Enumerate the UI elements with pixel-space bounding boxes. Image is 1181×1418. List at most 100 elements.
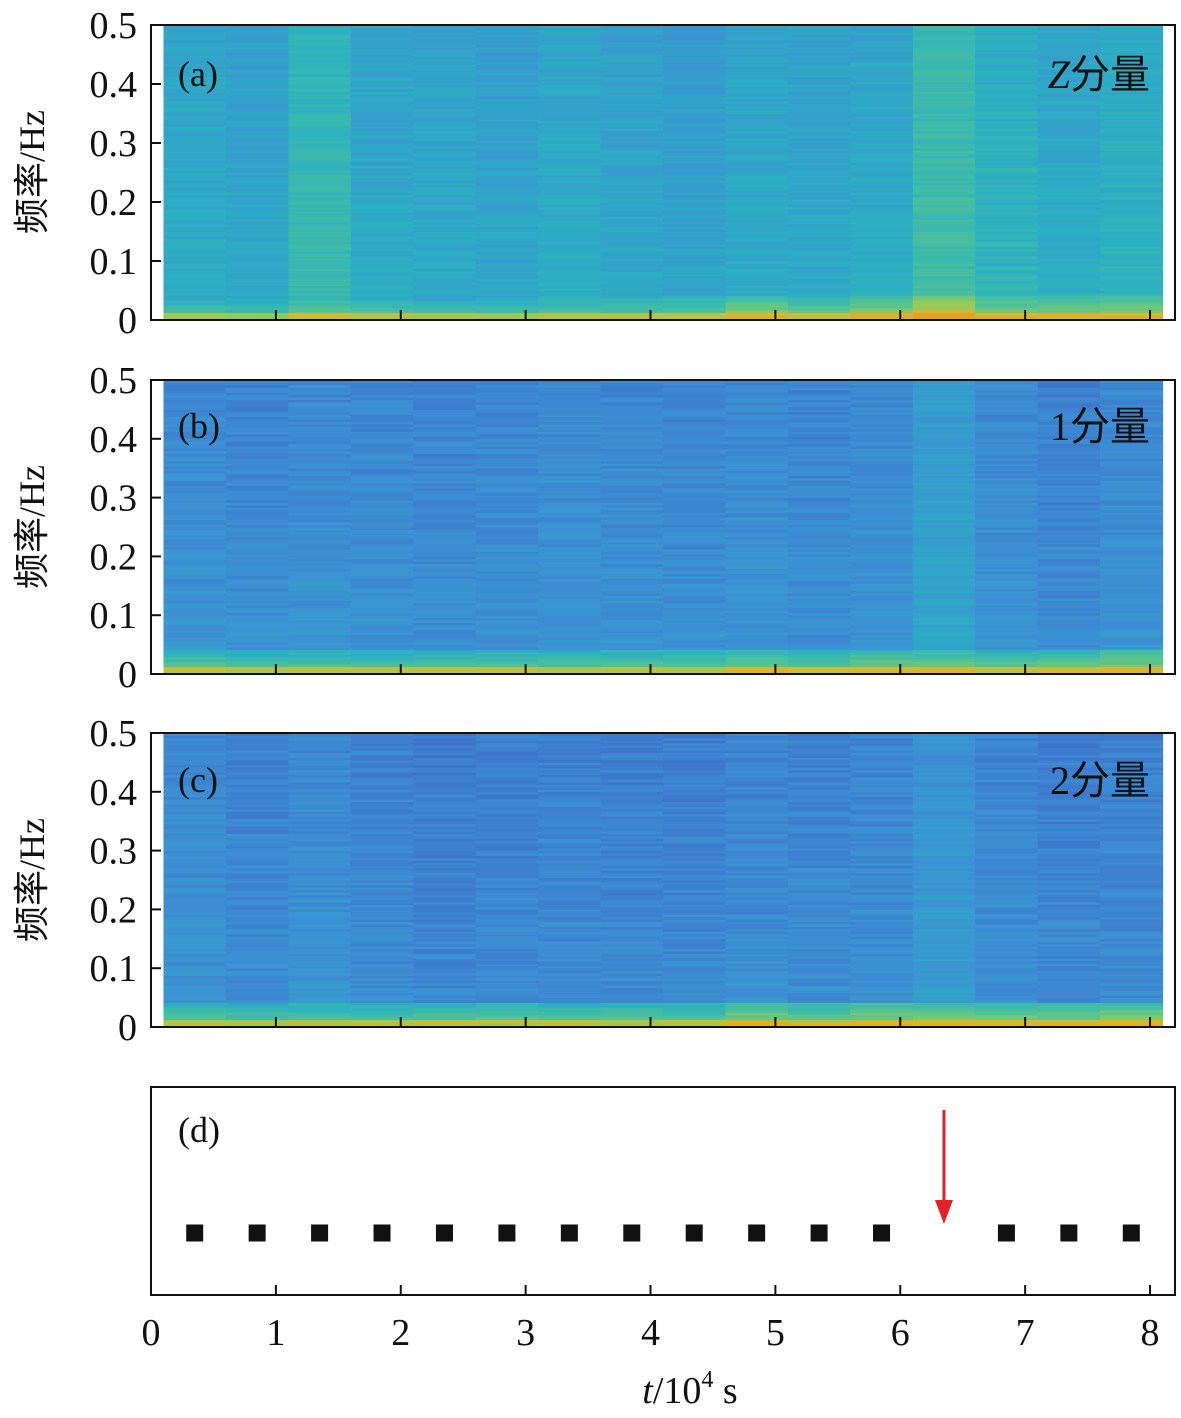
spectrogram-cell xyxy=(787,243,851,247)
spectrogram-cell xyxy=(225,605,289,609)
spectrogram-cell xyxy=(475,157,539,161)
spectrogram-cell xyxy=(663,384,727,388)
spectrogram-cell xyxy=(600,845,664,849)
spectrogram-cell xyxy=(350,519,414,523)
spectrogram-cell xyxy=(663,182,727,186)
spectrogram-cell xyxy=(288,870,352,874)
spectrogram-cell xyxy=(350,399,414,403)
spectrogram-cell xyxy=(850,76,914,80)
spectrogram-cell xyxy=(163,649,227,653)
spectrogram-cell xyxy=(538,25,602,28)
spectrogram-cell xyxy=(787,199,851,203)
spectrogram-cell xyxy=(538,421,602,425)
spectrogram-cell xyxy=(975,307,1039,311)
spectrogram-cell xyxy=(225,172,289,176)
spectrogram-cell xyxy=(163,475,227,479)
spectrogram-cell xyxy=(538,612,602,616)
spectrogram-cell xyxy=(225,880,289,883)
spectrogram-cell xyxy=(350,29,414,33)
spectrogram-cell xyxy=(225,273,289,277)
spectrogram-cell xyxy=(663,490,727,494)
spectrogram-cell xyxy=(413,69,477,73)
spectrogram-cell xyxy=(538,801,602,805)
spectrogram-cell xyxy=(1037,177,1101,181)
spectrogram-cell xyxy=(538,576,602,579)
spectrogram-cell xyxy=(163,524,227,528)
spectrogram-cell xyxy=(475,860,539,864)
spectrogram-cell xyxy=(663,882,727,886)
spectrogram-cell xyxy=(475,268,539,272)
spectrogram-cell xyxy=(225,757,289,761)
spectrogram-cell xyxy=(225,130,289,134)
spectrogram-cell xyxy=(787,44,851,48)
spectrogram-cell xyxy=(975,76,1039,80)
spectrogram-cell xyxy=(225,519,289,523)
spectrogram-cell xyxy=(163,305,227,309)
spectrogram-cell xyxy=(225,52,289,55)
spectrogram-cell xyxy=(350,130,414,134)
spectrogram-cell xyxy=(225,1024,289,1027)
spectrogram-cell xyxy=(663,426,727,430)
spectrogram-cell xyxy=(850,93,914,97)
spectrogram-cell xyxy=(912,118,976,122)
spectrogram-cell xyxy=(1037,226,1101,230)
spectrogram-cell xyxy=(850,66,914,70)
spectrogram-cell xyxy=(163,86,227,90)
spectrogram-cell xyxy=(975,29,1039,33)
spectrogram-cell xyxy=(725,580,789,584)
spectrogram-cell xyxy=(787,394,851,398)
spectrogram-cell xyxy=(1037,394,1101,398)
spectrogram-cell xyxy=(413,71,477,75)
spectrogram-cell xyxy=(225,747,289,751)
spectrogram-cell xyxy=(1037,199,1101,203)
spectrogram-cell xyxy=(225,786,289,790)
spectrogram-cell xyxy=(725,497,789,501)
spectrogram-cell xyxy=(912,251,976,255)
spectrogram-cell xyxy=(350,838,414,842)
spectrogram-cell xyxy=(663,924,727,927)
spectrogram-cell xyxy=(475,870,539,874)
spectrogram-cell xyxy=(912,226,976,230)
spectrogram-cell xyxy=(475,1014,539,1018)
spectrogram-cell xyxy=(413,1014,477,1018)
spectrogram-cell xyxy=(288,54,352,58)
spectrogram-cell xyxy=(787,578,851,582)
spectrogram-cell xyxy=(538,892,602,896)
spectrogram-cell xyxy=(912,468,976,472)
spectrogram-cell xyxy=(413,478,477,481)
spectrogram-cell xyxy=(288,241,352,245)
spectrogram-cell xyxy=(1100,382,1164,386)
spectrogram-cell xyxy=(475,482,539,486)
spectrogram-cell xyxy=(288,642,352,645)
spectrogram-cell xyxy=(600,767,664,771)
spectrogram-cell xyxy=(350,147,414,151)
spectrogram-cell xyxy=(475,811,539,815)
spectrogram-cell xyxy=(413,86,477,90)
spectrogram-cell xyxy=(475,779,539,783)
spectrogram-cell xyxy=(288,147,352,151)
spectrogram-cell xyxy=(912,460,976,464)
spectrogram-cell xyxy=(475,438,539,442)
spectrogram-cell xyxy=(725,248,789,252)
spectrogram-cell xyxy=(912,295,976,299)
spectrogram-cell xyxy=(725,651,789,655)
spectrogram-cell xyxy=(288,500,352,503)
spectrogram-cell xyxy=(413,424,477,427)
spectrogram-cell xyxy=(163,39,227,43)
spectrogram-cell xyxy=(850,664,914,668)
spectrogram-cell xyxy=(850,380,914,383)
spectrogram-cell xyxy=(1100,138,1164,141)
spectrogram-cell xyxy=(538,789,602,793)
spectrogram-cell xyxy=(725,300,789,304)
spectrogram-cell xyxy=(350,948,414,952)
spectrogram-cell xyxy=(288,865,352,869)
spectrogram-cell xyxy=(163,955,227,959)
spectrogram-cell xyxy=(787,61,851,65)
spectrogram-cell xyxy=(787,86,851,90)
spectrogram-cell xyxy=(225,1007,289,1011)
spectrogram-cell xyxy=(663,404,727,408)
spectrogram-cell xyxy=(538,835,602,839)
spectrogram-cell xyxy=(163,995,227,998)
spectrogram-cell xyxy=(912,206,976,210)
spectrogram-cell xyxy=(413,818,477,822)
